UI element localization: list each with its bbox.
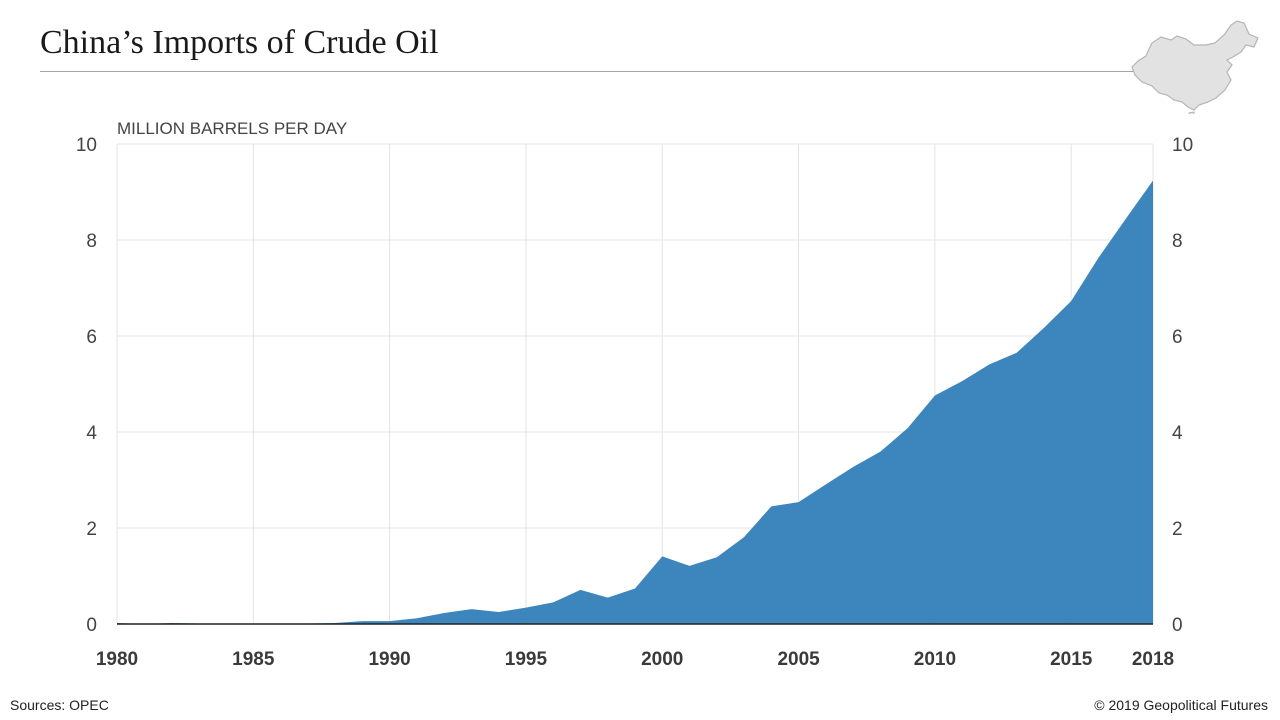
- y-tick-label-left: 6: [86, 327, 97, 348]
- y-tick-label-right: 6: [1172, 327, 1183, 348]
- y-tick-label-left: 8: [86, 231, 97, 252]
- y-tick-label-left: 0: [86, 615, 97, 636]
- y-tick-label-right: 10: [1172, 135, 1193, 156]
- x-tick-label: 2018: [1132, 649, 1174, 670]
- chart-title: China’s Imports of Crude Oil: [40, 24, 439, 61]
- y-tick-label-left: 10: [76, 135, 97, 156]
- x-tick-label: 2010: [914, 649, 956, 670]
- x-tick-label: 1985: [232, 649, 275, 670]
- source-note: Sources: OPEC: [10, 697, 109, 713]
- x-tick-label: 1990: [368, 649, 410, 670]
- china-map-icon: [1131, 20, 1259, 114]
- x-tick-label: 2005: [777, 649, 820, 670]
- y-tick-label-right: 8: [1172, 231, 1183, 252]
- y-tick-label-left: 2: [86, 519, 97, 540]
- title-divider: [40, 71, 1140, 72]
- x-tick-label: 1980: [96, 649, 138, 670]
- x-tick-label: 2015: [1050, 649, 1093, 670]
- x-tick-label: 2000: [641, 649, 683, 670]
- y-tick-label-left: 4: [86, 423, 97, 444]
- y-unit-label: MILLION BARRELS PER DAY: [117, 119, 347, 138]
- y-tick-label-right: 0: [1172, 615, 1183, 636]
- copyright-note: © 2019 Geopolitical Futures: [1094, 697, 1268, 713]
- area-series: [117, 180, 1153, 625]
- x-tick-label: 1995: [505, 649, 548, 670]
- y-tick-label-right: 2: [1172, 519, 1183, 540]
- y-tick-label-right: 4: [1172, 423, 1183, 444]
